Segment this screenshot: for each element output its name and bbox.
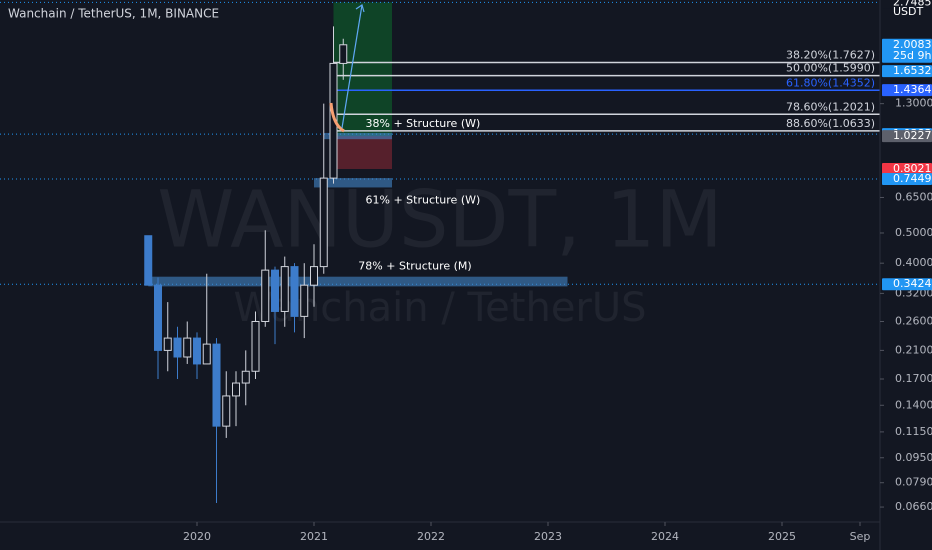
candle-body: [300, 284, 309, 317]
arrow-head: [355, 4, 365, 13]
x-tick-label: 2023: [534, 530, 562, 543]
candle-body: [280, 266, 289, 312]
stop-zone: [333, 136, 392, 170]
x-tick-label: Sep: [850, 530, 871, 543]
price-label-bg: [882, 130, 932, 143]
chart-title: Wanchain / TetherUS, 1M, BINANCE: [8, 7, 219, 21]
candle-body: [202, 343, 211, 365]
x-tick-label: 2021: [300, 530, 328, 543]
candle-body: [212, 343, 221, 427]
y-tick-label: 1.3000: [895, 97, 932, 110]
y-tick-label: 0.1150: [895, 425, 932, 438]
price-label-bg: [882, 38, 932, 63]
candle-body: [222, 395, 231, 427]
projection-curve: [329, 102, 345, 133]
candle-body: [183, 337, 192, 358]
price-label: 0.3424: [893, 277, 932, 290]
candle-body: [251, 320, 260, 372]
zone-label: 38% + Structure (W): [366, 117, 481, 130]
y-tick-label: 0.1400: [895, 398, 932, 411]
zone-label: 61% + Structure (W): [366, 193, 481, 206]
candle-body: [173, 337, 182, 358]
structure-zone: [148, 276, 568, 287]
price-label-bg: [882, 84, 932, 97]
candle-body: [290, 266, 299, 317]
candle-body: [329, 62, 338, 179]
fib-label: 50.00%(1.5990): [786, 62, 875, 75]
y-tick-label: 0.2600: [895, 314, 932, 327]
y-tick-label: 0.6500: [895, 190, 932, 203]
candle-body: [339, 44, 348, 64]
currency: USDT: [893, 5, 924, 18]
fib-label: 61.80%(1.4352): [786, 76, 875, 89]
price-label: 1.6532: [893, 64, 932, 77]
price-label-bg: [882, 65, 932, 78]
candle-body: [154, 284, 162, 351]
fib-label: 78.60%(1.2021): [786, 100, 875, 113]
structure-zone: [323, 132, 392, 140]
price-label: 2.0083: [893, 38, 932, 51]
x-tick-label: 2025: [768, 530, 796, 543]
price-label-bg: [882, 278, 932, 291]
plot: 38% + Structure (W) 61% + Structure (W) 78…: [0, 1, 880, 504]
price-label: 0.8021: [893, 162, 932, 175]
fib-label: 88.60%(1.0633): [786, 117, 875, 130]
price-label-bg: [882, 0, 932, 9]
y-tick-label: 0.1700: [895, 372, 932, 385]
candle-body: [144, 235, 153, 286]
zone-label: 78% + Structure (M): [358, 260, 471, 273]
x-tick-label: 2024: [651, 530, 679, 543]
candle-body: [319, 177, 328, 268]
x-tick-label: 2022: [417, 530, 445, 543]
candle-body: [261, 269, 270, 322]
price-label-bg: [882, 163, 932, 176]
price-label: 0.7449: [893, 172, 932, 185]
watermark: WANUSDT, 1M: [157, 175, 722, 265]
candle-body: [241, 370, 250, 384]
price-label-bg: [882, 173, 932, 186]
candle-body: [232, 382, 240, 397]
candle-body: [193, 337, 201, 365]
y-tick-label: 0.4000: [895, 256, 932, 269]
y-tick-label: 0.0660: [895, 500, 932, 513]
projection-arrow: [341, 4, 363, 129]
x-tick-label: 2020: [183, 530, 211, 543]
y-tick-label: 0.2100: [895, 343, 932, 356]
y-tick-label: 0.5000: [895, 226, 932, 239]
price-label: 1.4364: [893, 83, 932, 96]
structure-zone: [314, 178, 392, 188]
y-tick-label: 0.0790: [895, 476, 932, 489]
candle-body: [163, 337, 172, 351]
y-tick-label: 0.0950: [895, 451, 932, 464]
candle-body: [310, 266, 318, 286]
price-label: 1.0227: [893, 129, 932, 142]
fib-label: 38.20%(1.7627): [786, 48, 875, 61]
candle-body: [271, 269, 279, 312]
price-label: 2.7485: [893, 0, 932, 8]
price-label-countdown: 25d 9h: [893, 49, 931, 62]
